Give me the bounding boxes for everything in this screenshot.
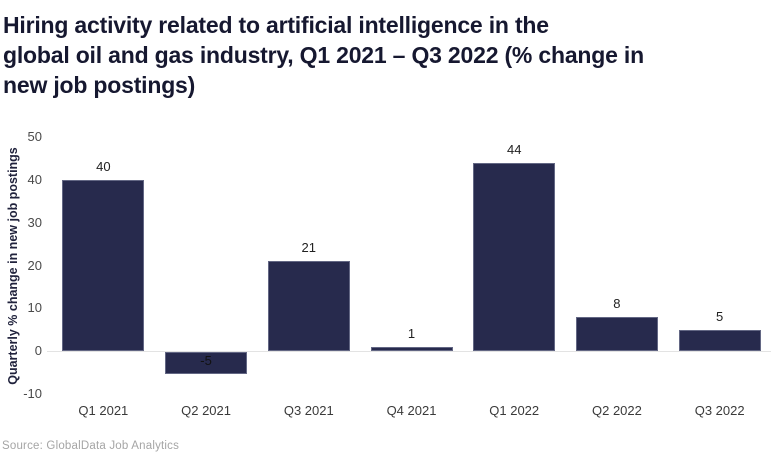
y-tick-label: -10: [23, 386, 42, 401]
zero-gridline: [47, 351, 771, 352]
x-tick-label: Q2 2022: [591, 403, 642, 418]
x-tick-label: Q3 2021: [283, 403, 334, 418]
bar-value-label: 40: [96, 158, 111, 174]
x-tick-label: Q1 2022: [489, 403, 540, 418]
bar: [678, 329, 761, 352]
bar-value-label: 44: [506, 141, 522, 157]
y-tick-label: 20: [27, 257, 42, 273]
bar: [575, 316, 658, 352]
bar-value-label: 8: [613, 295, 621, 311]
bar: [267, 261, 350, 352]
source-note: Source: GlobalData Job Analytics: [2, 440, 180, 452]
bar-value-label: 5: [716, 308, 724, 324]
x-tick-label: Q3 2022: [694, 403, 745, 418]
chart-title: Hiring activity related to artificial in…: [3, 10, 743, 100]
chart-title-line-2: global oil and gas industry, Q1 2021 – Q…: [3, 42, 644, 68]
chart-title-line-3: new job postings): [3, 72, 196, 98]
bar-value-label: 1: [407, 325, 416, 341]
y-tick-label: 0: [34, 343, 42, 359]
y-tick-label: 10: [27, 300, 42, 316]
x-tick-label: Q1 2021: [78, 403, 129, 418]
chart-title-line-1: Hiring activity related to artificial in…: [3, 12, 549, 38]
bar-value-label: -5: [200, 353, 212, 369]
x-tick-label: Q4 2021: [386, 403, 437, 418]
y-tick-label: 30: [27, 214, 42, 230]
y-tick-label: 50: [27, 129, 42, 144]
bar-value-label: 21: [301, 240, 317, 256]
bar: [370, 346, 453, 352]
bar: [62, 179, 145, 352]
x-tick-label: Q2 2021: [181, 403, 231, 418]
bar: [165, 352, 248, 374]
bar: [473, 162, 556, 352]
y-tick-label: 40: [27, 171, 42, 187]
